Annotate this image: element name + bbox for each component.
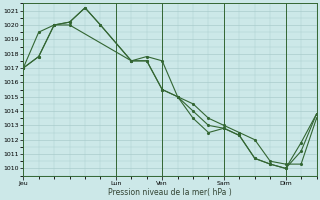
X-axis label: Pression niveau de la mer( hPa ): Pression niveau de la mer( hPa ) bbox=[108, 188, 232, 197]
